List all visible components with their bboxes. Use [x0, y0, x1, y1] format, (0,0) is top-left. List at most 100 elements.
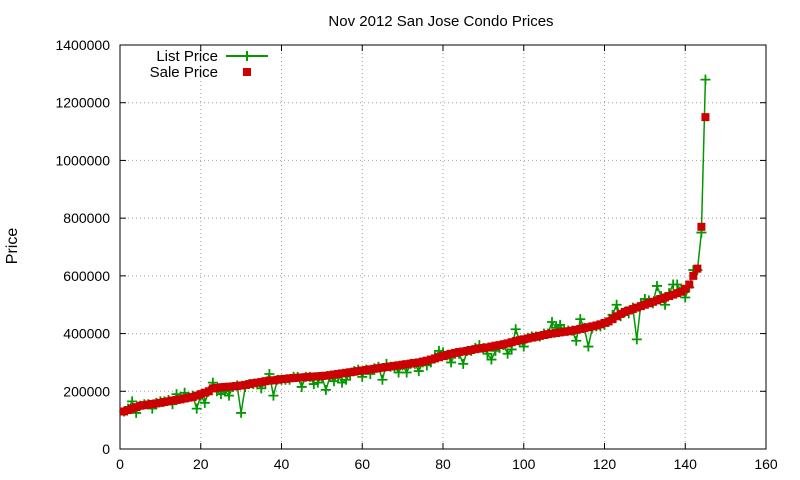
list-price-point: [631, 334, 642, 345]
sale-price-point: [693, 264, 702, 273]
sale-price-point: [285, 374, 294, 383]
y-tick-label: 1200000: [55, 95, 110, 111]
x-tick-label: 120: [593, 456, 617, 472]
sale-price-point: [196, 390, 205, 399]
sale-price-point: [212, 383, 221, 392]
sale-price-point: [338, 369, 347, 378]
sale-price-point: [426, 355, 435, 364]
legend-label-list-price: List Price: [156, 48, 218, 65]
x-tick-label: 0: [116, 456, 124, 472]
sale-price-point: [144, 400, 153, 409]
x-tick-label: 40: [274, 456, 290, 472]
sale-price-point: [325, 371, 334, 380]
legend: List Price Sale Price: [150, 48, 268, 81]
sale-price-point: [487, 342, 496, 351]
sale-price-point: [172, 395, 181, 404]
sale-price-point: [697, 222, 706, 231]
series: [119, 74, 711, 418]
sale-price-point: [636, 302, 645, 311]
list-price-point: [583, 341, 594, 352]
sale-price-point: [447, 349, 456, 358]
sale-price-point: [701, 113, 710, 122]
sale-price-point: [475, 344, 484, 353]
sale-price-point: [568, 326, 577, 335]
list-price-point: [672, 279, 683, 290]
list-price-point: [651, 280, 662, 291]
sale-price-point: [422, 356, 431, 365]
y-tick-label: 200000: [63, 383, 110, 399]
list-price-point: [268, 390, 279, 401]
list-price-point: [224, 390, 235, 401]
legend-marker-sale-price: [243, 68, 251, 76]
sale-price-point: [681, 284, 690, 293]
sale-price-point: [269, 376, 278, 385]
sale-price-point: [564, 327, 573, 336]
sale-price-point: [495, 341, 504, 350]
sale-price-point: [148, 399, 157, 408]
sale-price-point: [406, 359, 415, 368]
sale-price-point: [572, 325, 581, 334]
sale-price-point: [669, 290, 678, 299]
sale-price-point: [556, 328, 565, 337]
sale-price-point: [273, 375, 282, 384]
sale-price-point: [354, 367, 363, 376]
sale-price-point: [277, 375, 286, 384]
sale-price-point: [661, 293, 670, 302]
sale-price-point: [499, 340, 508, 349]
sale-price-point: [439, 352, 447, 361]
sale-price-point: [531, 332, 540, 341]
sale-price-point: [612, 312, 621, 321]
sale-price-point: [394, 361, 403, 370]
sale-price-point: [483, 343, 492, 352]
sale-price-point: [657, 294, 666, 303]
list-price-point: [700, 74, 711, 85]
sale-price-point: [261, 377, 270, 386]
axes: 0 20 40 60 80 100 120 140 160 0 200000 400000 600000…: [55, 37, 777, 472]
sale-price-point: [459, 347, 468, 356]
sale-price-point: [321, 371, 330, 380]
y-tick-label: 1000000: [55, 152, 110, 168]
sale-price-point: [652, 296, 661, 305]
sale-price-point: [644, 299, 653, 308]
sale-price-point: [430, 354, 439, 363]
sale-price-point: [317, 371, 326, 380]
sale-price-point: [519, 335, 528, 344]
sale-price-point: [576, 324, 585, 333]
sale-price-point: [253, 378, 262, 387]
list-price-point: [236, 407, 247, 418]
sale-price-point: [455, 348, 464, 357]
sale-price-point: [305, 372, 314, 381]
sale-price-point: [515, 336, 524, 345]
sale-price-point: [390, 361, 399, 370]
sale-price-point: [491, 341, 500, 350]
sale-price-point: [628, 305, 637, 314]
sale-price-point: [249, 379, 258, 388]
sale-price-point: [350, 367, 359, 376]
sale-price-point: [220, 382, 229, 391]
sale-price-point: [362, 365, 371, 374]
sale-price-point: [156, 398, 165, 407]
sale-price-point: [511, 337, 520, 346]
x-tick-label: 140: [674, 456, 698, 472]
sale-price-point: [434, 353, 443, 362]
sale-price-point: [346, 368, 355, 377]
sale-price-point: [289, 374, 298, 383]
sale-price-point: [329, 370, 338, 379]
sale-price-point: [366, 365, 375, 374]
sale-price-point: [539, 331, 548, 340]
list-price-point: [510, 324, 521, 335]
sale-price-point: [689, 271, 698, 280]
sale-price-point: [188, 393, 197, 402]
sale-price-point: [334, 369, 343, 378]
x-tick-label: 20: [193, 456, 209, 472]
sale-price-point: [233, 382, 242, 391]
sale-price-point: [402, 360, 411, 369]
sale-price-point: [523, 334, 532, 343]
sale-price-point: [552, 328, 561, 337]
y-axis-title: Price: [4, 228, 21, 265]
sale-price-point: [673, 289, 682, 298]
sale-price-point: [503, 339, 512, 348]
y-tick-label: 1400000: [55, 37, 110, 53]
